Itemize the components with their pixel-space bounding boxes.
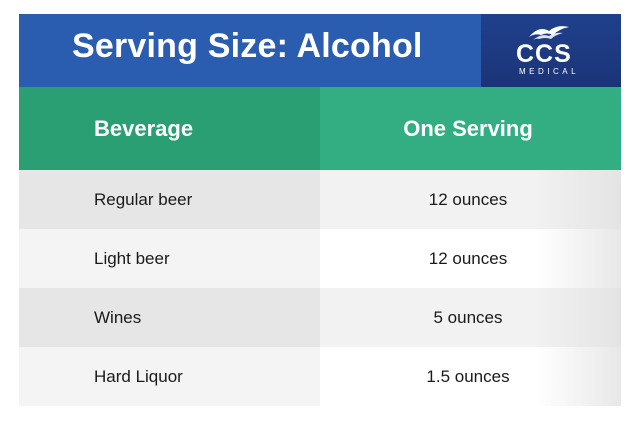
column-header-one-serving: One Serving: [320, 87, 621, 170]
bird-logo-icon: [529, 26, 569, 40]
logo-subtitle: MEDICAL: [519, 67, 580, 76]
table-row: Regular beer 12 ounces: [19, 170, 621, 229]
serving-table: Beverage One Serving Regular beer 12 oun…: [19, 87, 621, 406]
serving-cell: 1.5 ounces: [320, 347, 621, 406]
serving-cell: 5 ounces: [320, 288, 621, 347]
beverage-cell: Light beer: [19, 229, 320, 288]
title-bar: Serving Size: Alcohol CCS MEDICAL: [19, 14, 621, 87]
column-header-beverage: Beverage: [19, 87, 320, 170]
ccs-medical-logo: CCS MEDICAL: [481, 14, 621, 87]
table-header: Beverage One Serving: [19, 87, 621, 170]
beverage-cell: Regular beer: [19, 170, 320, 229]
table-row: Wines 5 ounces: [19, 288, 621, 347]
table-row: Light beer 12 ounces: [19, 229, 621, 288]
beverage-cell: Hard Liquor: [19, 347, 320, 406]
table-row: Hard Liquor 1.5 ounces: [19, 347, 621, 406]
beverage-cell: Wines: [19, 288, 320, 347]
page-title: Serving Size: Alcohol: [72, 27, 423, 65]
serving-size-card: Serving Size: Alcohol CCS MEDICAL Bevera…: [19, 14, 621, 420]
logo-wordmark: CCS: [516, 40, 572, 68]
serving-cell: 12 ounces: [320, 229, 621, 288]
serving-cell: 12 ounces: [320, 170, 621, 229]
